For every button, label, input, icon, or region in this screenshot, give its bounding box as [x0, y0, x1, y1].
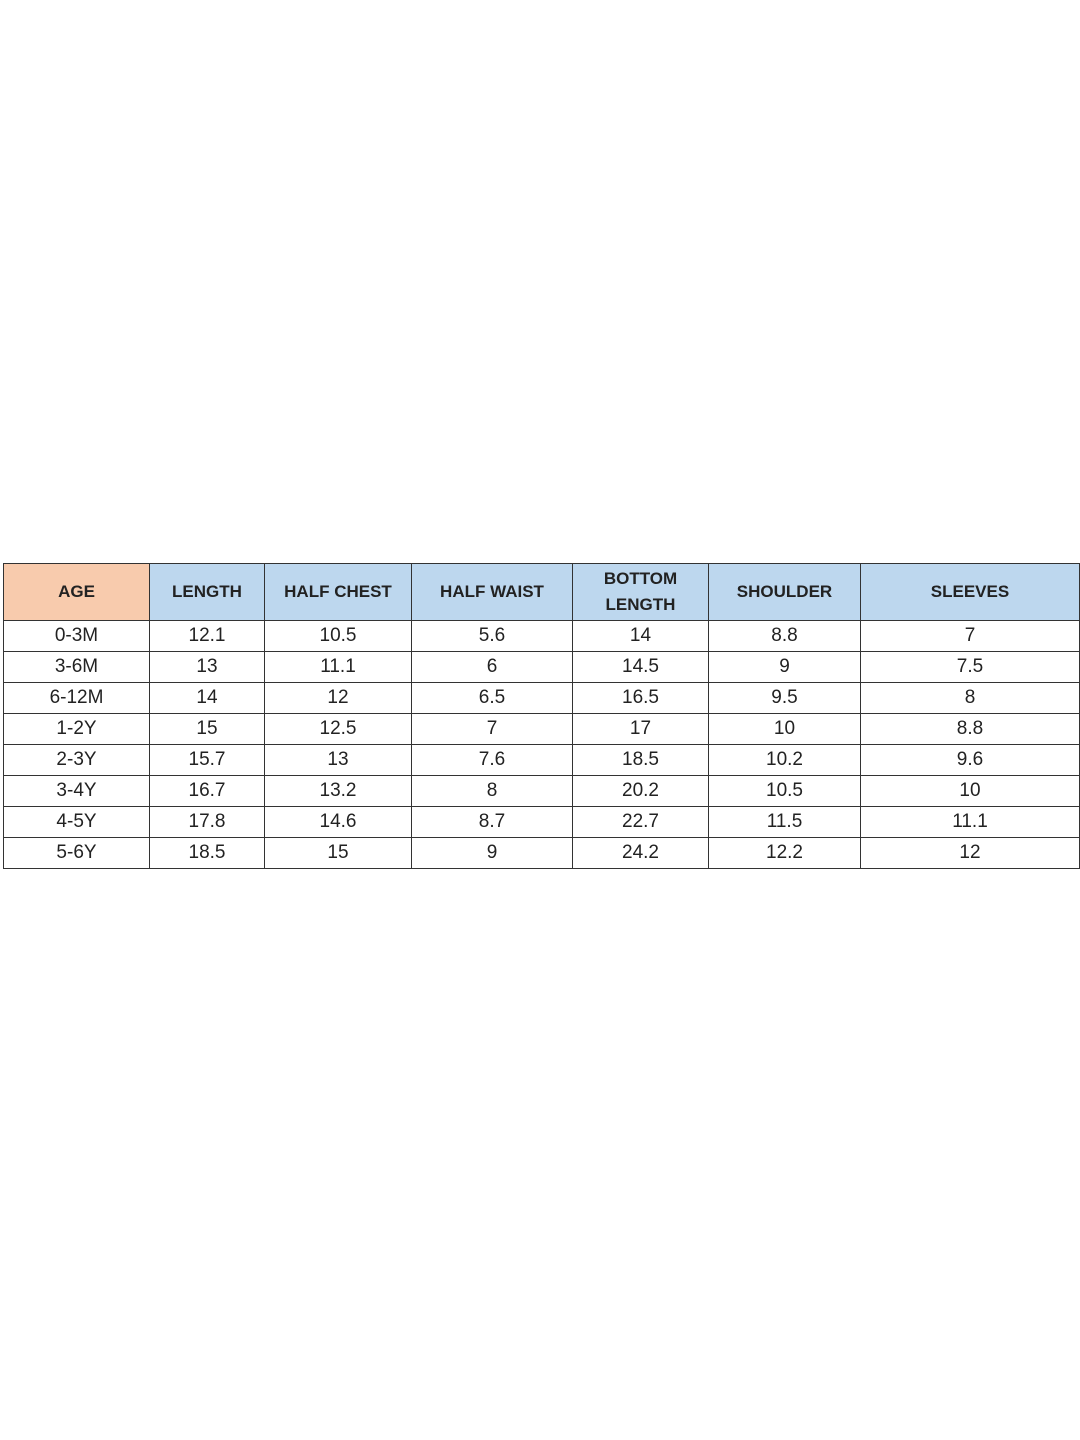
age-cell: 3-6M — [3, 651, 150, 683]
measurement-cell: 9.6 — [860, 744, 1080, 776]
measurement-cell: 11.1 — [264, 651, 412, 683]
measurement-cell: 16.7 — [149, 775, 265, 807]
measurement-cell: 12.2 — [708, 837, 861, 869]
table-row: 6-12M 14 12 6.5 16.5 9.5 8 — [3, 682, 1080, 714]
age-cell: 6-12M — [3, 682, 150, 714]
measurement-cell: 8.8 — [860, 713, 1080, 745]
measurement-cell: 7.5 — [860, 651, 1080, 683]
age-cell: 3-4Y — [3, 775, 150, 807]
measurement-cell: 10.5 — [264, 620, 412, 652]
table-row: 2-3Y 15.7 13 7.6 18.5 10.2 9.6 — [3, 744, 1080, 776]
measurement-cell: 13 — [149, 651, 265, 683]
measurement-cell: 6 — [411, 651, 573, 683]
measurement-cell: 12 — [860, 837, 1080, 869]
column-header: AGE — [3, 563, 150, 621]
column-header: SHOULDER — [708, 563, 861, 621]
measurement-cell: 6.5 — [411, 682, 573, 714]
age-cell: 2-3Y — [3, 744, 150, 776]
measurement-cell: 9.5 — [708, 682, 861, 714]
measurement-cell: 10 — [708, 713, 861, 745]
table-row: 1-2Y 15 12.5 7 17 10 8.8 — [3, 713, 1080, 745]
age-cell: 5-6Y — [3, 837, 150, 869]
measurement-cell: 14 — [572, 620, 709, 652]
measurement-cell: 11.1 — [860, 806, 1080, 838]
age-cell: 4-5Y — [3, 806, 150, 838]
column-header: HALF CHEST — [264, 563, 412, 621]
measurement-cell: 9 — [411, 837, 573, 869]
measurement-cell: 10.5 — [708, 775, 861, 807]
measurement-cell: 22.7 — [572, 806, 709, 838]
age-cell: 1-2Y — [3, 713, 150, 745]
measurement-cell: 8.8 — [708, 620, 861, 652]
measurement-cell: 13 — [264, 744, 412, 776]
table-row: 4-5Y 17.8 14.6 8.7 22.7 11.5 11.1 — [3, 806, 1080, 838]
measurement-cell: 7.6 — [411, 744, 573, 776]
measurement-cell: 5.6 — [411, 620, 573, 652]
column-header: LENGTH — [149, 563, 265, 621]
measurement-cell: 14.6 — [264, 806, 412, 838]
measurement-cell: 18.5 — [149, 837, 265, 869]
measurement-cell: 7 — [860, 620, 1080, 652]
table-row: 3-4Y 16.7 13.2 8 20.2 10.5 10 — [3, 775, 1080, 807]
measurement-cell: 24.2 — [572, 837, 709, 869]
measurement-cell: 12 — [264, 682, 412, 714]
measurement-cell: 17.8 — [149, 806, 265, 838]
measurement-cell: 17 — [572, 713, 709, 745]
measurement-cell: 10 — [860, 775, 1080, 807]
measurement-cell: 8.7 — [411, 806, 573, 838]
table-row: 0-3M 12.1 10.5 5.6 14 8.8 7 — [3, 620, 1080, 652]
measurement-cell: 8 — [411, 775, 573, 807]
column-header: BOTTOM LENGTH — [572, 563, 709, 621]
measurement-cell: 14 — [149, 682, 265, 714]
measurement-cell: 14.5 — [572, 651, 709, 683]
measurement-cell: 20.2 — [572, 775, 709, 807]
column-header: SLEEVES — [860, 563, 1080, 621]
header-row: AGE LENGTH HALF CHEST HALF WAIST BOTTOM LENG… — [3, 563, 1080, 621]
measurement-cell: 12.1 — [149, 620, 265, 652]
measurement-cell: 11.5 — [708, 806, 861, 838]
measurement-cell: 15 — [149, 713, 265, 745]
measurement-cell: 18.5 — [572, 744, 709, 776]
measurement-cell: 8 — [860, 682, 1080, 714]
measurement-cell: 15.7 — [149, 744, 265, 776]
size-chart-table: AGE LENGTH HALF CHEST HALF WAIST BOTTOM LENG… — [3, 563, 1080, 869]
measurement-cell: 12.5 — [264, 713, 412, 745]
table-row: 3-6M 13 11.1 6 14.5 9 7.5 — [3, 651, 1080, 683]
measurement-cell: 16.5 — [572, 682, 709, 714]
measurement-cell: 15 — [264, 837, 412, 869]
column-header: HALF WAIST — [411, 563, 573, 621]
measurement-cell: 7 — [411, 713, 573, 745]
measurement-cell: 9 — [708, 651, 861, 683]
measurement-cell: 10.2 — [708, 744, 861, 776]
table-row: 5-6Y 18.5 15 9 24.2 12.2 12 — [3, 837, 1080, 869]
measurement-cell: 13.2 — [264, 775, 412, 807]
age-cell: 0-3M — [3, 620, 150, 652]
